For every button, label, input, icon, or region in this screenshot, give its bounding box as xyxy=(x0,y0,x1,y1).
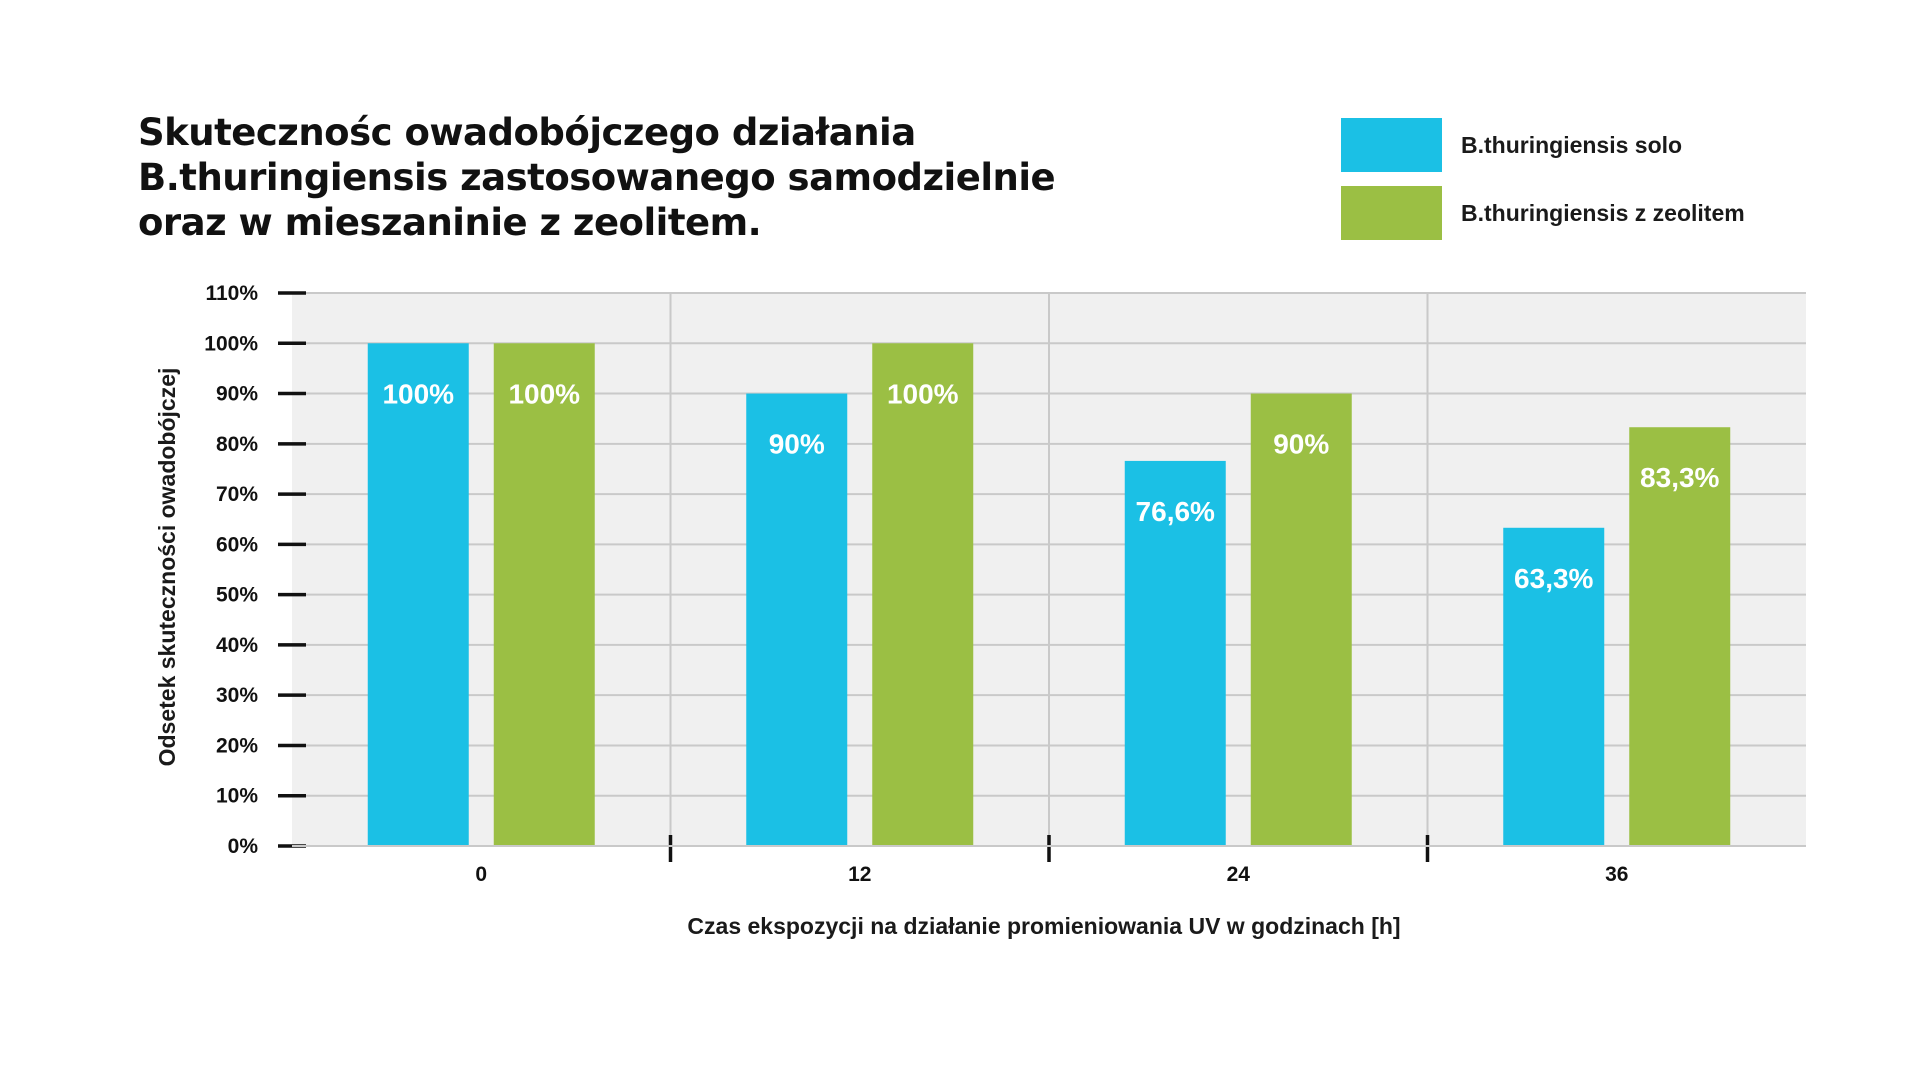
y-tick-label: 60% xyxy=(216,533,258,556)
legend-swatch-zeolit xyxy=(1341,186,1442,240)
data-label: 100% xyxy=(508,378,580,409)
x-tick-label: 24 xyxy=(1227,863,1251,886)
chart-title: Skutecznośc owadobójczego działania B.th… xyxy=(138,110,1056,245)
chart-title-line: oraz w mieszaninie z zeolitem. xyxy=(138,201,762,244)
y-tick-label: 10% xyxy=(216,785,258,808)
y-tick-label: 30% xyxy=(216,684,258,707)
chart-title-line: Skutecznośc owadobójczego działania xyxy=(138,111,916,154)
y-tick-label: 80% xyxy=(216,433,258,456)
bar-zeolit xyxy=(872,343,974,846)
y-tick-label: 20% xyxy=(216,734,258,757)
data-label: 76,6% xyxy=(1136,496,1215,527)
legend-label-solo: B.thuringiensis solo xyxy=(1461,132,1683,158)
y-tick-label: 40% xyxy=(216,634,258,657)
legend-item-zeolit: B.thuringiensis z zeolitem xyxy=(1341,186,1861,240)
bar-zeolit xyxy=(1629,427,1731,846)
y-tick-label: 110% xyxy=(205,282,258,305)
bar-solo xyxy=(1124,460,1226,846)
x-tick-label: 0 xyxy=(475,863,487,886)
data-label: 90% xyxy=(769,429,825,460)
y-axis-title: Odsetek skuteczności owadobójczej xyxy=(154,368,180,767)
bar-solo xyxy=(746,393,848,846)
data-label: 90% xyxy=(1273,429,1329,460)
x-tick-label: 36 xyxy=(1605,863,1628,886)
bar-zeolit xyxy=(1250,393,1352,846)
chart-legend: B.thuringiensis solo B.thuringiensis z z… xyxy=(1341,118,1861,254)
data-label: 63,3% xyxy=(1514,563,1593,594)
y-tick-label: 100% xyxy=(204,332,258,355)
y-tick-label: 70% xyxy=(216,483,258,506)
bar-solo xyxy=(367,343,469,846)
bar-zeolit xyxy=(493,343,595,846)
y-tick-label: 90% xyxy=(216,383,258,406)
legend-item-solo: B.thuringiensis solo xyxy=(1341,118,1861,172)
data-label: 100% xyxy=(382,378,454,409)
y-tick-label: 0% xyxy=(228,835,259,858)
x-tick-label: 12 xyxy=(848,863,871,886)
bar-solo xyxy=(1503,527,1605,846)
chart-title-line: B.thuringiensis zastosowanego samodzieln… xyxy=(138,156,1056,199)
legend-swatch-solo xyxy=(1341,118,1442,172)
legend-label-zeolit: B.thuringiensis z zeolitem xyxy=(1461,200,1745,226)
data-label: 83,3% xyxy=(1640,462,1719,493)
x-axis-title: Czas ekspozycji na działanie promieniowa… xyxy=(687,913,1400,939)
data-label: 100% xyxy=(887,378,959,409)
y-tick-label: 50% xyxy=(216,584,258,607)
